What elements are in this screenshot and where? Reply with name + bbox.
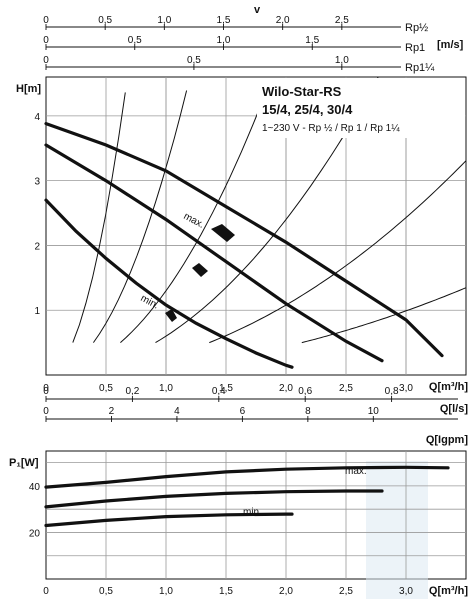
velocity-tick-label: 2,5	[335, 15, 349, 26]
power-x-tick-label: 2,0	[279, 586, 293, 597]
velocity-pipe-label: Rp½	[405, 22, 428, 34]
flow-tick-label: 10	[368, 406, 380, 417]
velocity-title: v	[254, 4, 261, 16]
velocity-tick-label: 0,5	[128, 35, 142, 46]
velocity-tick-label: 2,0	[276, 15, 290, 26]
head-x-tick-label: 0	[43, 383, 49, 394]
head-curve-2	[44, 198, 294, 369]
product-info-box	[257, 78, 465, 138]
flow-tick-label: 0	[43, 386, 49, 397]
power-curve-2	[44, 512, 294, 528]
power-min-label: min.	[243, 507, 262, 518]
velocity-tick-label: 1,0	[157, 15, 171, 26]
product-name: Wilo-Star-RS	[262, 84, 342, 99]
flow-igpm-label: Q[Igpm]	[426, 434, 468, 446]
head-x-tick-label: 1,5	[219, 383, 233, 394]
system-curve	[92, 90, 188, 343]
head-chart-ticks: 0 0,5 1,0 1,5 2,0 2,5 3,0 1 2 3 4	[34, 112, 413, 394]
head-axis-label: H[m]	[16, 83, 41, 95]
flow-tick-label: 4	[174, 406, 180, 417]
velocity-tick-label: 0	[43, 55, 49, 66]
velocity-scales: v [m/s] 0 0,5 1,0 1,5 2,0 2,5 Rp½ 0 0,5 1,0 1,5 Rp1…	[43, 4, 463, 74]
system-curves	[72, 77, 467, 344]
flow-tick-label: 0	[43, 406, 49, 417]
system-curve	[120, 80, 271, 343]
flow-tick-label: 0,8	[385, 386, 399, 397]
power-x-tick-label: 1,0	[159, 586, 173, 597]
head-curve-1	[44, 143, 384, 363]
flow-tick-label: 0,6	[298, 386, 312, 397]
velocity-tick-label: 1,5	[305, 35, 319, 46]
flow-tick-label: 0,2	[125, 386, 139, 397]
power-x-tick-label: 2,5	[339, 586, 353, 597]
flow-scales: Q[l/s] Q[Igpm] 0 0,2 0,4 0,6 0,8 0 2 4 6 8 10	[43, 386, 468, 446]
power-curves	[44, 465, 450, 528]
head-x-tick-label: 2,5	[339, 383, 353, 394]
max-speed-label: max.	[182, 211, 206, 231]
speed-marker-mid	[192, 263, 208, 277]
power-axis-label: P₁[W]	[9, 457, 39, 469]
power-chart-ticks: 0 0,5 1,0 1,5 2,0 2,5 3,0 20 40	[29, 482, 414, 597]
power-chart-grid	[46, 451, 466, 579]
power-flow-chart: 0 0,5 1,0 1,5 2,0 2,5 3,0 20 40 P₁[W] Q[m³/h] ma…	[9, 450, 468, 599]
flow-tick-label: 8	[305, 406, 311, 417]
system-curve	[155, 77, 379, 344]
system-curve	[301, 287, 467, 344]
head-y-tick-label: 3	[34, 177, 40, 188]
power-x-tick-label: 0	[43, 586, 49, 597]
velocity-pipe-label: Rp1	[405, 42, 425, 54]
power-y-tick-label: 20	[29, 528, 41, 539]
head-y-tick-label: 1	[34, 306, 40, 317]
speed-marker-max	[211, 224, 235, 242]
velocity-tick-label: 1,5	[217, 15, 231, 26]
product-variants: 15/4, 25/4, 30/4	[262, 102, 353, 117]
power-max-label: max.	[345, 466, 367, 477]
velocity-tick-label: 0,5	[98, 15, 112, 26]
head-x-tick-label: 2,0	[279, 383, 293, 394]
flow-tick-label: 0,4	[212, 386, 226, 397]
flow-tick-label: 2	[109, 406, 115, 417]
system-curve	[72, 92, 126, 343]
power-curve-0	[44, 465, 450, 489]
velocity-tick-label: 0,5	[187, 55, 201, 66]
power-x-tick-label: 0,5	[99, 586, 113, 597]
velocity-unit: [m/s]	[437, 39, 464, 51]
power-chart-frame	[45, 450, 467, 580]
head-chart-x-label: Q[m³/h]	[429, 381, 468, 393]
head-curves	[44, 121, 444, 369]
min-speed-label: min.	[139, 293, 161, 312]
head-flow-chart: 0 0,5 1,0 1,5 2,0 2,5 3,0 1 2 3 4 Wilo-Star-RS 15/…	[16, 76, 468, 394]
power-chart-x-label: Q[m³/h]	[429, 585, 468, 597]
flow-tick-label: 6	[240, 406, 246, 417]
velocity-tick-label: 1,0	[217, 35, 231, 46]
head-x-tick-label: 0,5	[99, 383, 113, 394]
velocity-pipe-label: Rp1¼	[405, 62, 435, 74]
product-supply: 1~230 V - Rp ½ / Rp 1 / Rp 1¼	[262, 122, 400, 134]
power-curve-1	[44, 489, 384, 509]
head-chart-frame	[45, 76, 467, 376]
head-x-tick-label: 1,0	[159, 383, 173, 394]
watermark-overlay	[366, 461, 428, 599]
power-y-tick-label: 40	[29, 482, 41, 493]
speed-marker-min	[165, 309, 177, 322]
velocity-tick-label: 0	[43, 35, 49, 46]
flow-ls-label: Q[l/s]	[440, 403, 468, 415]
system-curve	[209, 160, 467, 344]
head-curve-0	[44, 121, 444, 358]
velocity-tick-label: 1,0	[335, 55, 349, 66]
head-y-tick-label: 4	[34, 112, 40, 123]
head-y-tick-label: 2	[34, 241, 40, 252]
power-x-tick-label: 1,5	[219, 586, 233, 597]
head-x-tick-label: 3,0	[399, 383, 413, 394]
power-x-tick-label: 3,0	[399, 586, 413, 597]
velocity-tick-label: 0	[43, 15, 49, 26]
